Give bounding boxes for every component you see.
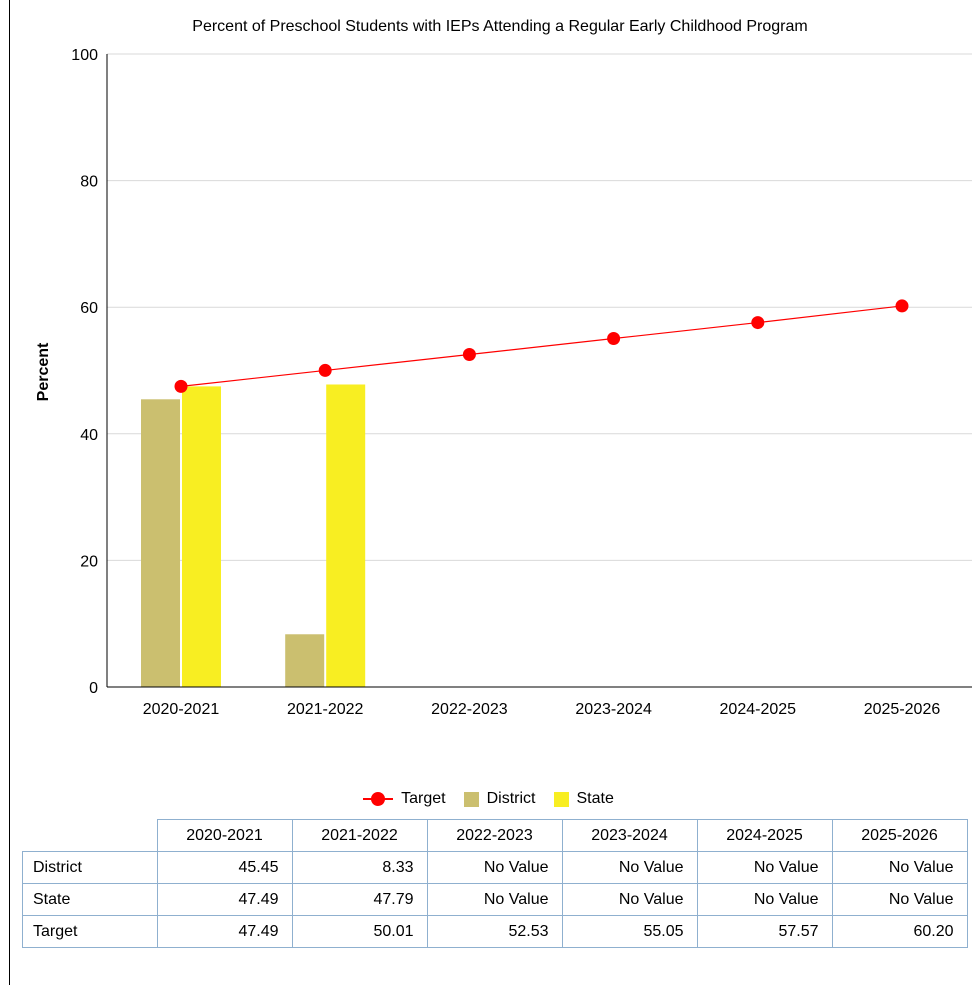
- table-cell: No Value: [831, 851, 968, 884]
- x-tick-label: 2025-2026: [864, 701, 941, 718]
- bar-state: [182, 386, 221, 687]
- x-tick-label: 2021-2022: [287, 701, 364, 718]
- row-header: State: [22, 883, 158, 916]
- table-cell: No Value: [426, 851, 563, 884]
- bars: [141, 384, 366, 687]
- x-tick-label: 2022-2023: [431, 701, 508, 718]
- chart-title: Percent of Preschool Students with IEPs …: [192, 18, 807, 35]
- state-swatch-icon: [553, 791, 569, 807]
- table-cell: 57.57: [696, 915, 833, 948]
- table-cell: 50.01: [291, 915, 428, 948]
- y-axis-title: Percent: [35, 342, 52, 401]
- table-cell: 47.49: [156, 883, 293, 916]
- row-header: District: [22, 851, 158, 884]
- bar-district: [141, 399, 180, 687]
- table-cell: No Value: [561, 851, 698, 884]
- x-tick-label: 2023-2024: [575, 701, 652, 718]
- column-header: 2025-2026: [831, 819, 968, 852]
- target-point: [174, 379, 188, 393]
- table-cell: No Value: [561, 883, 698, 916]
- table-row: Target 47.49 50.01 52.53 55.05 57.57 60.…: [22, 915, 968, 948]
- legend-label-state: State: [576, 790, 614, 807]
- target-point: [607, 332, 621, 346]
- table-cell: No Value: [696, 851, 833, 884]
- table-cell: 60.20: [831, 915, 968, 948]
- target-series-line: [180, 305, 903, 387]
- x-tick-label: 2020-2021: [143, 701, 220, 718]
- target-point: [462, 347, 476, 361]
- data-table: 2020-2021 2021-2022 2022-2023 2023-2024 …: [22, 819, 968, 948]
- table-cell: 47.79: [291, 883, 428, 916]
- table-cell: No Value: [831, 883, 968, 916]
- x-tick-labels: 2020-2021 2021-2022 2022-2023 2023-2024 2024…: [143, 701, 941, 718]
- row-header: Target: [22, 915, 158, 948]
- y-tick-label: 0: [89, 680, 98, 697]
- legend-label-district: District: [486, 790, 536, 807]
- gridlines: [107, 53, 972, 561]
- legend: Target District State: [0, 790, 977, 808]
- y-tick-label: 100: [71, 47, 98, 64]
- y-tick-label: 60: [80, 300, 98, 317]
- column-header: 2024-2025: [696, 819, 833, 852]
- table-corner-cell: [22, 819, 158, 852]
- y-tick-label: 40: [80, 427, 98, 444]
- table-cell: 45.45: [156, 851, 293, 884]
- x-tick-label: 2024-2025: [720, 701, 797, 718]
- table-row: State 47.49 47.79 No Value No Value No V…: [22, 883, 968, 916]
- target-marker-icon: [363, 791, 394, 807]
- y-tick-label: 20: [80, 553, 98, 570]
- bar-district: [285, 634, 325, 687]
- legend-item-district[interactable]: District: [463, 790, 536, 808]
- axes: [106, 54, 972, 688]
- bar-state: [326, 384, 366, 687]
- district-swatch-icon: [463, 791, 479, 807]
- y-tick-label: 80: [80, 174, 98, 191]
- table-cell: No Value: [426, 883, 563, 916]
- column-header: 2023-2024: [561, 819, 698, 852]
- y-tick-labels: 0 20 40 60 80 100: [71, 47, 98, 697]
- legend-label-target: Target: [401, 790, 446, 807]
- target-point: [751, 316, 765, 330]
- target-line: [174, 299, 909, 393]
- target-point: [318, 363, 332, 377]
- table-cell: 55.05: [561, 915, 698, 948]
- target-point: [895, 299, 909, 313]
- chart-area: Percent of Preschool Students with IEPs …: [35, 18, 972, 718]
- table-cell: 52.53: [426, 915, 563, 948]
- table-cell: 8.33: [291, 851, 428, 884]
- column-header: 2020-2021: [156, 819, 293, 852]
- legend-item-state[interactable]: State: [553, 790, 614, 808]
- column-header: 2021-2022: [291, 819, 428, 852]
- table-cell: No Value: [696, 883, 833, 916]
- table-header-row: 2020-2021 2021-2022 2022-2023 2023-2024 …: [22, 819, 968, 852]
- legend-item-target[interactable]: Target: [363, 790, 446, 808]
- table-cell: 47.49: [156, 915, 293, 948]
- column-header: 2022-2023: [426, 819, 563, 852]
- table-row: District 45.45 8.33 No Value No Value No…: [22, 851, 968, 884]
- left-border-line: [9, 0, 10, 985]
